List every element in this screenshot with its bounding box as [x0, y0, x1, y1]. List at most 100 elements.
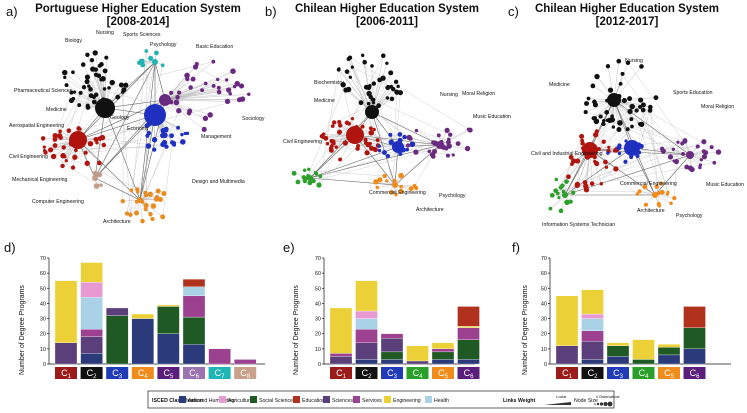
network-node [715, 149, 722, 155]
network-node [52, 143, 58, 148]
network-node [338, 157, 343, 162]
chart-d-ylabel: Number of Degree Programs [19, 285, 26, 375]
network-node [397, 132, 403, 137]
network-node [93, 183, 100, 189]
bar-segment-sciences [380, 338, 404, 353]
network-edge [613, 99, 633, 149]
network-node [548, 206, 553, 211]
network-node [389, 84, 394, 89]
network-edge [94, 61, 156, 179]
network-node [643, 202, 649, 207]
network-a-title-line2: [2008-2014] [107, 16, 170, 28]
network-node [162, 132, 168, 139]
bar-segment-sciences [329, 356, 353, 365]
network-node [610, 114, 614, 119]
panel-label-d: d) [4, 240, 16, 255]
network-node [639, 64, 644, 69]
network-node [337, 123, 343, 128]
network-node [216, 85, 221, 90]
network-edge [318, 55, 384, 186]
network-edge [164, 85, 214, 101]
bar-segment-services [234, 359, 257, 365]
network-node [570, 162, 574, 166]
legend-label-arts: Arts and Humanities [188, 398, 235, 404]
network-edge [639, 106, 719, 153]
legend-swatch-sciences [323, 396, 330, 403]
network-node [85, 105, 91, 110]
network-node [625, 127, 630, 132]
network-node [328, 146, 333, 151]
network-node [63, 75, 67, 80]
network-b-title-line2: [2006-2011] [356, 16, 418, 28]
network-hub-node [137, 197, 143, 203]
network-node [169, 133, 175, 139]
category-badge [556, 367, 578, 379]
network-edge [662, 148, 691, 156]
network-node [325, 141, 330, 146]
network-hub-node [159, 94, 171, 106]
network-node [360, 53, 365, 58]
legend-label-health: Health [434, 398, 449, 404]
network-node [91, 94, 97, 100]
network-node [444, 146, 449, 151]
network-node [97, 172, 103, 178]
network-node [154, 50, 159, 56]
network-edge [126, 52, 157, 214]
bar-segment-services [80, 329, 103, 337]
network-node [60, 163, 65, 169]
network-node [385, 153, 391, 159]
network-node [216, 77, 220, 82]
net-b-label-psychology: Psychology [439, 193, 466, 199]
network-edge [63, 92, 81, 148]
network-node [597, 147, 601, 151]
network-node [101, 142, 107, 148]
network-node [115, 94, 121, 100]
network-edge [139, 61, 156, 201]
network-node [676, 140, 680, 144]
net-a-label-psychology: Psychology [150, 42, 177, 48]
network-edge [164, 93, 231, 101]
network-node [163, 126, 169, 132]
network-node [455, 141, 461, 147]
legend-label-sciences: Sciences [332, 398, 353, 404]
bar-segment-engineering [431, 342, 455, 350]
network-node [140, 62, 146, 68]
panel-label-f: f) [512, 240, 520, 255]
network-node [323, 135, 329, 141]
network-node [102, 68, 108, 74]
network-b-title-line1: Chilean Higher Education System [295, 3, 479, 15]
network-node [579, 133, 585, 139]
network-edge [600, 116, 684, 155]
network-edge [352, 66, 392, 87]
network-edge [608, 110, 651, 152]
network-node [594, 73, 600, 80]
network-node [314, 171, 319, 176]
category-badge [406, 367, 429, 379]
network-node [72, 90, 77, 94]
bar-segment-sciences [80, 336, 103, 354]
chart-e-ylabel: Number of Degree Programs [293, 285, 300, 375]
network-node [389, 96, 395, 102]
category-label: C5 [163, 368, 174, 380]
network-node [104, 55, 109, 60]
network-edge [654, 194, 672, 204]
network-node [647, 104, 653, 110]
bar-chart-e: e) Number of Degree Programs 0 10 20 30 40 50… [283, 240, 480, 380]
network-edge [142, 110, 179, 202]
network-node [712, 160, 717, 165]
network-node [405, 147, 409, 152]
bar-segment-arts [157, 333, 180, 365]
network-node [605, 118, 610, 123]
y-tick-label: 40 [541, 301, 547, 307]
legend-tvalue: t-value [556, 395, 567, 399]
network-node [307, 167, 311, 171]
network-node [557, 195, 561, 200]
network-node [202, 115, 209, 122]
bar-segment-arts [355, 359, 378, 365]
network-node [203, 81, 208, 86]
network-node [371, 100, 376, 105]
network-node [583, 187, 590, 193]
network-node [96, 73, 102, 79]
network-edge [171, 78, 188, 93]
network-node [102, 87, 107, 91]
